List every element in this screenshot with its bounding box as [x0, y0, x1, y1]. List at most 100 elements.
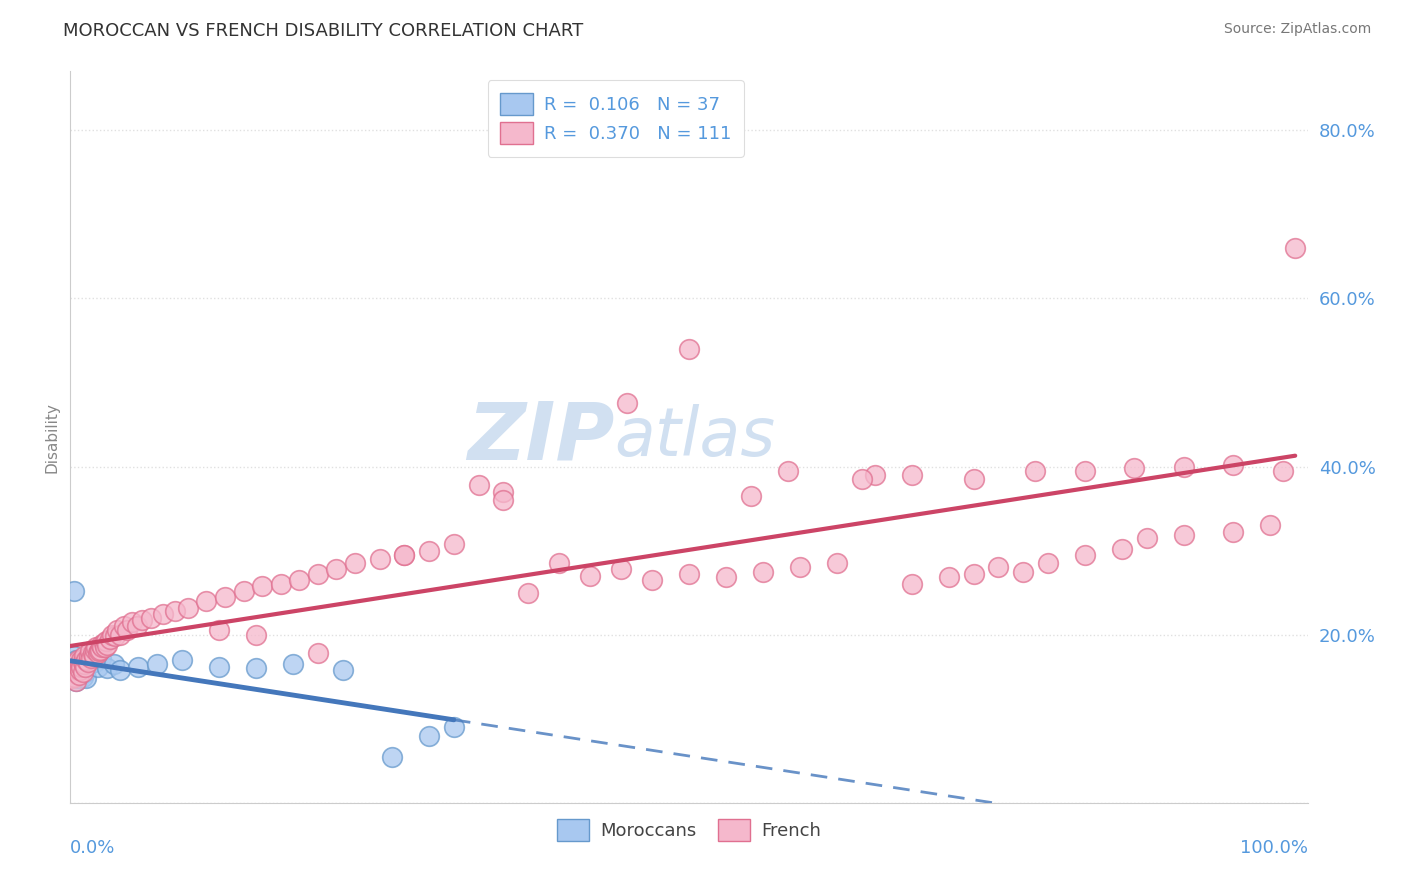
Point: [69, 663, 91, 677]
Point: [96, 661, 118, 675]
Point: [517, 585, 540, 599]
Point: [214, 590, 236, 604]
Point: [84, 655, 107, 669]
Point: [73, 648, 96, 663]
Point: [381, 749, 404, 764]
Point: [1024, 464, 1046, 478]
Point: [66, 661, 89, 675]
Point: [740, 489, 762, 503]
Point: [63, 657, 86, 671]
Point: [89, 642, 111, 657]
Point: [467, 478, 489, 492]
Point: [579, 569, 602, 583]
Point: [288, 573, 311, 587]
Point: [63, 583, 86, 598]
Point: [1222, 458, 1244, 472]
Text: Source: ZipAtlas.com: Source: ZipAtlas.com: [1223, 22, 1371, 37]
Point: [82, 646, 104, 660]
Point: [75, 653, 97, 667]
Point: [851, 472, 873, 486]
Point: [678, 342, 700, 356]
Point: [91, 640, 114, 655]
Point: [492, 493, 515, 508]
Point: [103, 657, 125, 671]
Point: [610, 562, 633, 576]
Point: [101, 627, 124, 641]
Point: [65, 665, 87, 680]
Point: [1012, 565, 1035, 579]
Point: [96, 638, 118, 652]
Text: ZIP: ZIP: [467, 398, 614, 476]
Point: [1222, 525, 1244, 540]
Point: [1271, 464, 1294, 478]
Point: [96, 634, 118, 648]
Point: [131, 613, 153, 627]
Point: [66, 663, 89, 677]
Point: [86, 659, 108, 673]
Point: [789, 560, 811, 574]
Point: [127, 619, 149, 633]
Point: [72, 655, 94, 669]
Point: [65, 659, 87, 673]
Point: [208, 624, 231, 638]
Point: [115, 624, 138, 638]
Point: [250, 579, 273, 593]
Point: [65, 673, 87, 688]
Point: [678, 567, 700, 582]
Point: [108, 663, 131, 677]
Point: [548, 556, 571, 570]
Point: [63, 648, 86, 663]
Point: [69, 657, 91, 671]
Point: [165, 604, 187, 618]
Point: [65, 673, 87, 688]
Point: [368, 552, 391, 566]
Point: [72, 665, 94, 680]
Point: [232, 583, 254, 598]
Point: [492, 484, 515, 499]
Point: [139, 611, 162, 625]
Point: [62, 665, 84, 680]
Point: [641, 573, 664, 587]
Point: [67, 668, 90, 682]
Point: [94, 640, 117, 655]
Point: [105, 624, 128, 638]
Point: [152, 607, 174, 621]
Point: [80, 653, 103, 667]
Point: [208, 659, 231, 673]
Point: [776, 464, 799, 478]
Point: [332, 663, 354, 677]
Point: [87, 644, 110, 658]
Point: [66, 653, 89, 667]
Point: [987, 560, 1010, 574]
Point: [1260, 518, 1282, 533]
Point: [93, 636, 115, 650]
Point: [77, 657, 100, 671]
Point: [76, 655, 98, 669]
Point: [67, 672, 90, 686]
Point: [84, 640, 107, 655]
Point: [245, 627, 267, 641]
Point: [121, 615, 143, 629]
Point: [270, 577, 292, 591]
Point: [65, 659, 87, 673]
Point: [1173, 528, 1195, 542]
Point: [1123, 461, 1146, 475]
Y-axis label: Disability: Disability: [44, 401, 59, 473]
Point: [72, 657, 94, 671]
Point: [70, 659, 93, 673]
Point: [83, 648, 105, 663]
Point: [418, 729, 440, 743]
Point: [307, 567, 329, 582]
Point: [65, 672, 87, 686]
Point: [1036, 556, 1059, 570]
Point: [60, 672, 83, 686]
Point: [72, 670, 94, 684]
Text: MOROCCAN VS FRENCH DISABILITY CORRELATION CHART: MOROCCAN VS FRENCH DISABILITY CORRELATIO…: [63, 22, 583, 40]
Point: [443, 537, 465, 551]
Point: [65, 653, 87, 667]
Point: [418, 543, 440, 558]
Point: [146, 657, 169, 671]
Point: [63, 670, 86, 684]
Point: [104, 629, 127, 643]
Point: [90, 638, 112, 652]
